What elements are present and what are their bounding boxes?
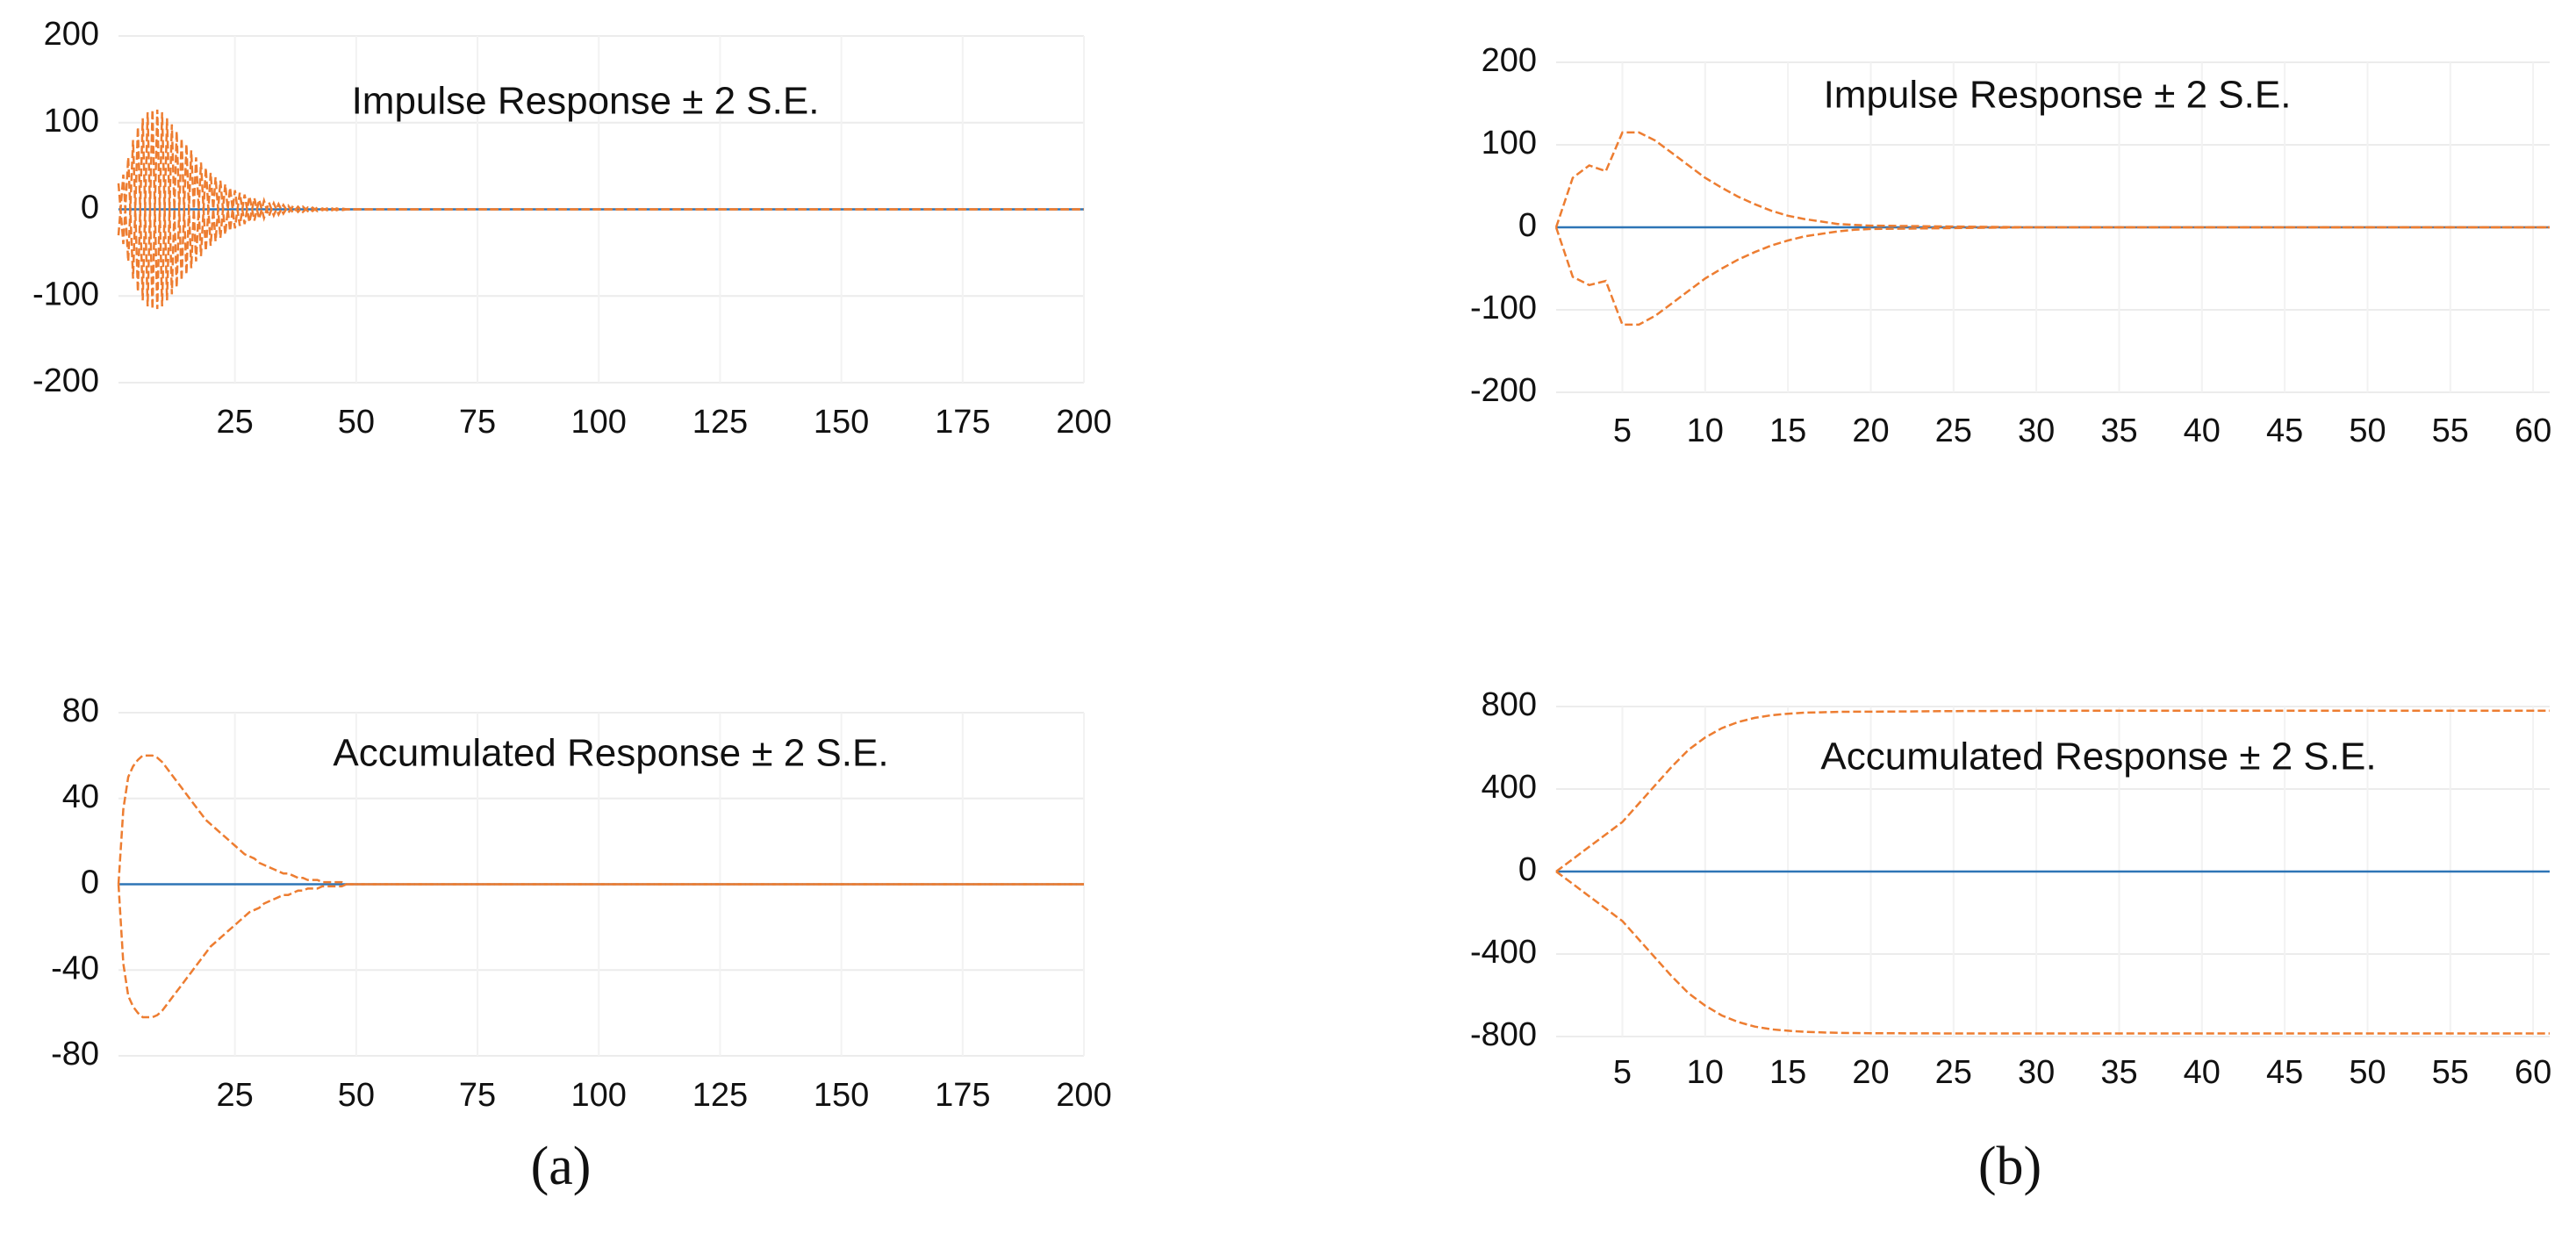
x-tick-label: 100 (571, 1077, 627, 1114)
panel-label: (a) (531, 1137, 592, 1196)
series-line (117, 754, 1084, 886)
x-tick-label: 50 (338, 404, 375, 441)
x-tick-label: 30 (2018, 413, 2055, 449)
x-tick-label: 125 (692, 404, 748, 441)
x-tick-label: 40 (2184, 1054, 2221, 1091)
x-tick-label: 20 (1852, 1054, 1889, 1091)
y-tick-label: -80 (51, 1036, 99, 1073)
x-tick-label: 75 (459, 404, 496, 441)
x-tick-label: 25 (217, 404, 254, 441)
series-line (1554, 226, 2550, 326)
x-tick-label: 150 (814, 1077, 869, 1114)
x-tick-label: 20 (1852, 413, 1889, 449)
x-tick-label: 50 (2349, 1054, 2386, 1091)
x-tick-label: 10 (1687, 413, 1724, 449)
y-tick-label: 800 (1482, 686, 1537, 723)
y-tick-label: -200 (1470, 372, 1537, 409)
series-line (117, 109, 1084, 310)
x-tick-label: 15 (1769, 1054, 1806, 1091)
y-tick-label: 0 (81, 865, 99, 901)
x-tick-label: 200 (1056, 404, 1111, 441)
y-tick-label: -200 (32, 362, 99, 399)
x-tick-label: 25 (1935, 413, 1972, 449)
y-tick-label: 200 (44, 16, 99, 53)
x-tick-label: 50 (2349, 413, 2386, 449)
y-tick-label: 0 (1518, 207, 1537, 244)
y-tick-label: -100 (1470, 290, 1537, 326)
y-tick-label: 0 (1518, 851, 1537, 888)
x-tick-label: 35 (2100, 413, 2137, 449)
x-tick-label: 35 (2100, 1054, 2137, 1091)
x-tick-label: 5 (1613, 1054, 1632, 1091)
y-tick-label: 200 (1482, 42, 1537, 79)
x-tick-label: 30 (2018, 1054, 2055, 1091)
x-tick-label: 175 (935, 1077, 990, 1114)
series-line (1555, 709, 2550, 873)
x-tick-label: 75 (459, 1077, 496, 1114)
x-tick-label: 100 (571, 404, 627, 441)
series-line (1555, 870, 2550, 1035)
x-tick-label: 45 (2266, 1054, 2303, 1091)
series-line (117, 883, 1084, 1019)
x-tick-label: 5 (1613, 413, 1632, 449)
chart-title: Impulse Response ± 2 S.E. (1824, 74, 2292, 117)
x-tick-label: 45 (2266, 413, 2303, 449)
chart-title: Accumulated Response ± 2 S.E. (1820, 735, 2376, 778)
y-tick-label: -800 (1470, 1016, 1537, 1053)
y-tick-label: 100 (1482, 125, 1537, 161)
y-tick-label: -100 (32, 276, 99, 312)
y-tick-label: -400 (1470, 934, 1537, 971)
x-tick-label: 55 (2432, 413, 2469, 449)
y-tick-label: 400 (1482, 769, 1537, 806)
x-tick-label: 125 (692, 1077, 748, 1114)
x-tick-label: 10 (1687, 1054, 1724, 1091)
y-tick-label: 80 (62, 692, 99, 729)
x-tick-label: 15 (1769, 413, 1806, 449)
x-tick-label: 25 (1935, 1054, 1972, 1091)
x-tick-label: 25 (217, 1077, 254, 1114)
y-tick-label: 100 (44, 103, 99, 140)
x-tick-label: 175 (935, 404, 990, 441)
x-tick-label: 150 (814, 404, 869, 441)
x-tick-label: 40 (2184, 413, 2221, 449)
x-tick-label: 55 (2432, 1054, 2469, 1091)
series-line (1554, 131, 2550, 229)
x-tick-label: 50 (338, 1077, 375, 1114)
x-tick-label: 60 (2515, 1054, 2551, 1091)
y-tick-label: -40 (51, 950, 99, 986)
y-tick-label: 40 (62, 778, 99, 815)
panel-label: (b) (1978, 1137, 2041, 1196)
x-tick-label: 60 (2515, 413, 2551, 449)
series-line (117, 109, 1084, 310)
chart-title: Accumulated Response ± 2 S.E. (333, 732, 888, 775)
chart-title: Impulse Response ± 2 S.E. (352, 80, 820, 123)
y-tick-label: 0 (81, 190, 99, 226)
x-tick-label: 200 (1056, 1077, 1111, 1114)
